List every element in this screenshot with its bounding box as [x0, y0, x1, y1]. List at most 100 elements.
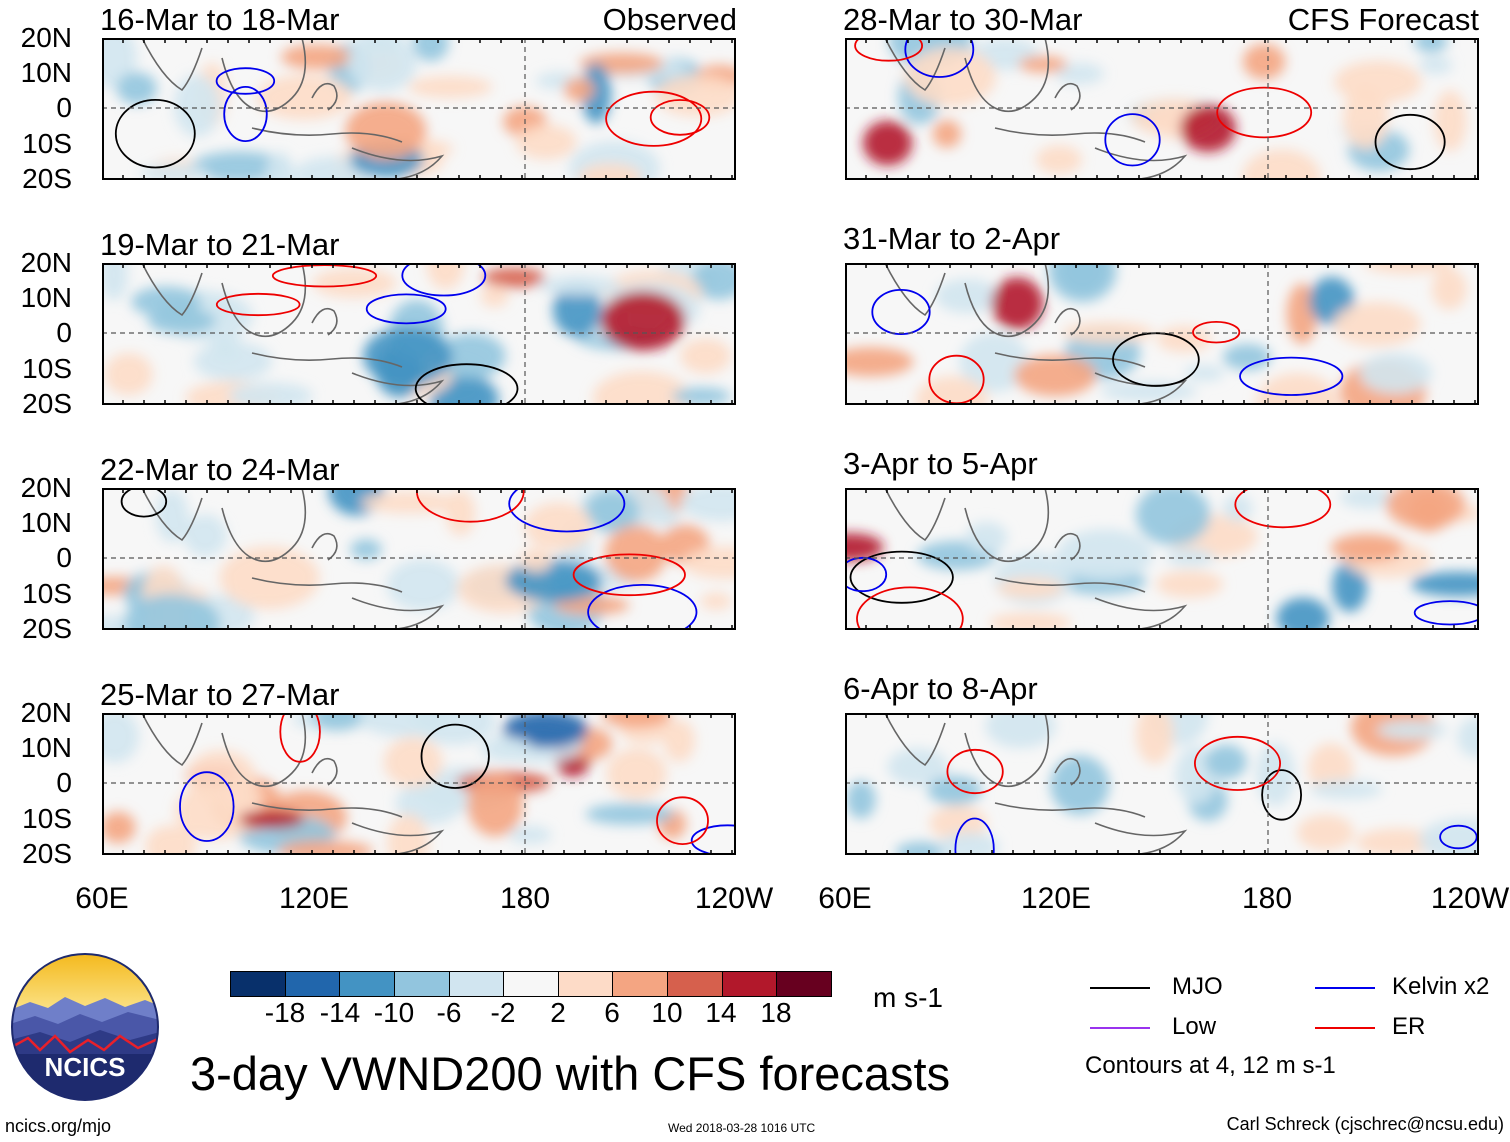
anomaly-blob: [585, 803, 674, 825]
anomaly-blob: [1184, 365, 1225, 381]
colorbar-swatch: [504, 972, 559, 996]
panel-frame: [845, 38, 1479, 180]
coastline: [964, 263, 1050, 338]
contour-line: [649, 99, 711, 136]
legend-swatch-mjo: [1090, 987, 1150, 989]
lon-label: 120E: [278, 882, 350, 915]
legend-swatch-kelvin: [1315, 987, 1375, 989]
panel-frame: [102, 38, 736, 180]
anomaly-blob: [997, 577, 1064, 599]
panel-frame: [845, 713, 1479, 855]
anomaly-blob: [1386, 488, 1466, 529]
map-panel-forecast-2: [845, 263, 1479, 405]
anomaly-blob: [116, 72, 157, 105]
colorbar-label: -18: [264, 997, 306, 1028]
panel-title: 28-Mar to 30-Mar: [843, 2, 1083, 37]
colorbar-label: -6: [436, 997, 462, 1028]
panel-frame: [102, 488, 736, 630]
anomaly-blob: [228, 382, 313, 405]
colorbar: [230, 971, 832, 997]
contour-line: [1234, 488, 1332, 529]
anomaly-blob: [989, 612, 1072, 630]
lat-label: 10N: [20, 57, 72, 88]
anomaly-blob: [1419, 55, 1453, 75]
anomaly-blob: [383, 737, 443, 787]
contour-line: [845, 556, 888, 593]
anomaly-blob: [691, 263, 736, 300]
coastline: [351, 372, 445, 405]
anomaly-blob: [281, 44, 353, 70]
contour-line: [1413, 600, 1479, 626]
anomaly-blob: [412, 38, 449, 62]
anomaly-blob: [1276, 597, 1330, 630]
legend-swatch-low: [1090, 1027, 1150, 1029]
contour-line: [179, 771, 235, 842]
anomaly-blob: [578, 163, 642, 180]
anomaly-blob: [347, 38, 418, 92]
anomaly-blob: [965, 521, 1008, 554]
coastline: [251, 352, 403, 368]
panel-title: 16-Mar to 18-Mar: [100, 2, 340, 37]
lat-label: 20S: [22, 388, 72, 419]
anomaly-blob: [1166, 548, 1215, 567]
ncics-logo: NCICS: [10, 952, 160, 1102]
coastline: [251, 802, 403, 818]
contour-line: [572, 553, 686, 597]
colorbar-label: 14: [705, 997, 737, 1028]
anomaly-blob: [1414, 38, 1448, 53]
contour-line: [904, 38, 975, 78]
anomaly-blob: [563, 77, 595, 102]
legend-label: Low: [1172, 1013, 1217, 1040]
anomaly-blob: [915, 376, 988, 405]
contour-line: [849, 550, 954, 604]
coastline: [311, 307, 338, 336]
contour-line: [871, 288, 931, 336]
anomaly-blob: [682, 546, 736, 579]
anomaly-blob: [1057, 529, 1153, 581]
wind-anomaly-field: [845, 488, 1479, 630]
anomaly-blob: [1048, 263, 1117, 303]
contour-line: [1216, 86, 1313, 139]
panel-title: 25-Mar to 27-Mar: [100, 677, 340, 712]
anomaly-blob: [650, 506, 681, 527]
anomaly-blob: [1156, 570, 1224, 598]
colorbar-label: 18: [760, 997, 792, 1028]
anomaly-blob: [1333, 302, 1421, 347]
colorbar-label: -2: [490, 997, 516, 1028]
anomaly-blob: [482, 267, 546, 288]
anomaly-blob: [1339, 488, 1398, 509]
anomaly-blob: [600, 291, 686, 351]
colorbar-label: -14: [319, 997, 361, 1028]
anomaly-blob: [1222, 495, 1253, 522]
coastline: [1094, 597, 1188, 630]
anomaly-blob: [1364, 263, 1453, 274]
anomaly-blob: [932, 120, 962, 148]
lon-label: 120W: [694, 882, 774, 915]
lat-label: 10S: [22, 353, 72, 384]
lat-label: 10N: [20, 732, 72, 763]
contour-line: [223, 86, 268, 143]
lat-label: 20S: [22, 163, 72, 194]
lat-label: 20N: [20, 247, 72, 278]
anomaly-blob: [904, 47, 996, 107]
colorbar-label: 10: [651, 997, 683, 1028]
coastline: [1054, 82, 1081, 111]
map-panel-forecast-4: [845, 713, 1479, 855]
coastline: [141, 713, 203, 767]
anomaly-blob: [584, 490, 640, 533]
anomaly-blob: [985, 713, 1056, 749]
anomaly-blob: [345, 101, 427, 160]
legend-label: ER: [1392, 1013, 1426, 1040]
lat-label: 10S: [22, 803, 72, 834]
contour-line: [1439, 824, 1478, 850]
anomaly-blob: [408, 75, 493, 99]
coastline: [884, 38, 946, 92]
anomaly-blob: [1419, 818, 1479, 855]
anomaly-blob: [190, 151, 288, 180]
contour-line: [854, 38, 923, 62]
wind-anomaly-field: [845, 263, 1467, 405]
anomaly-blob: [679, 488, 736, 522]
map-panel-svg: [102, 488, 736, 630]
lat-label: 10S: [22, 578, 72, 609]
anomaly-blob: [1135, 713, 1174, 765]
